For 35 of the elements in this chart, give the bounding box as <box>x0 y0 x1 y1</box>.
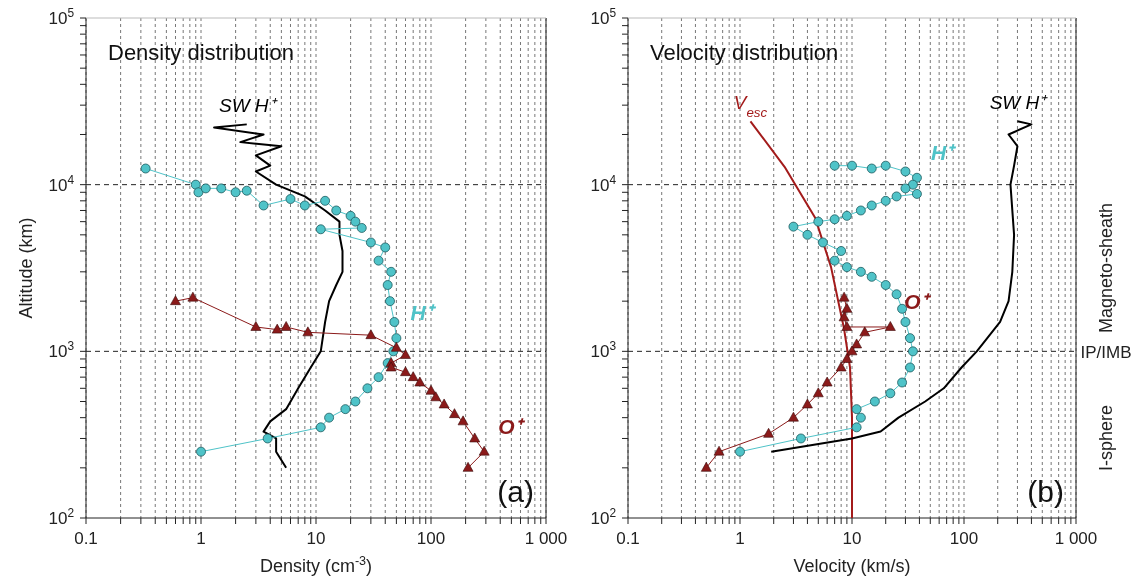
y-tick-label: 10$^{4}$ <box>590 172 617 195</box>
x-tick-label: 1 000 <box>524 529 568 548</box>
x-tick-label: 0.1 <box>74 529 98 548</box>
y-tick-label: 10$^{5}$ <box>590 6 617 28</box>
x-tick-label: 0.1 <box>616 529 640 548</box>
y-tick-label: 10$^{3}$ <box>48 339 75 362</box>
annotation: (b) <box>1027 475 1064 508</box>
text: Velocity distribution <box>650 40 839 65</box>
series-label: SW H⁺ <box>218 95 278 117</box>
y-axis-title: Altitude (km) <box>16 217 36 319</box>
y-tick-label: 10$^{2}$ <box>48 506 75 528</box>
x-tick-label: 100 <box>949 529 979 548</box>
series-label: H⁺ <box>410 301 437 325</box>
text: Density distribution <box>108 40 294 65</box>
x-tick-label: 100 <box>416 529 446 548</box>
series-label: O⁺ <box>498 414 526 438</box>
series-label: SW H⁺ <box>989 92 1049 114</box>
y-tick-label: 10$^{3}$ <box>590 339 617 362</box>
y-tick-label: 10$^{5}$ <box>48 6 75 28</box>
x-tick-label: 10 <box>306 529 326 548</box>
x-tick-label: 1 <box>735 529 745 548</box>
text: IP/IMB <box>1080 342 1132 362</box>
series-label: V$_{esc}$ <box>733 92 768 120</box>
series-label: O⁺ <box>904 289 932 313</box>
annotation: (a) <box>497 475 534 508</box>
text: I-sphere <box>1096 404 1116 472</box>
x-axis-title: Velocity (km/s) <box>793 556 911 576</box>
x-tick-label: 1 <box>196 529 206 548</box>
y-tick-label: 10$^{4}$ <box>48 172 75 195</box>
series-label: H⁺ <box>930 140 958 164</box>
y-tick-label: 10$^{2}$ <box>590 506 617 528</box>
x-tick-label: 1 000 <box>1054 529 1098 548</box>
text: Magneto-sheath <box>1096 202 1116 334</box>
x-axis-title: Density (cm$^{-3}$) <box>259 554 373 576</box>
x-tick-label: 10 <box>842 529 862 548</box>
